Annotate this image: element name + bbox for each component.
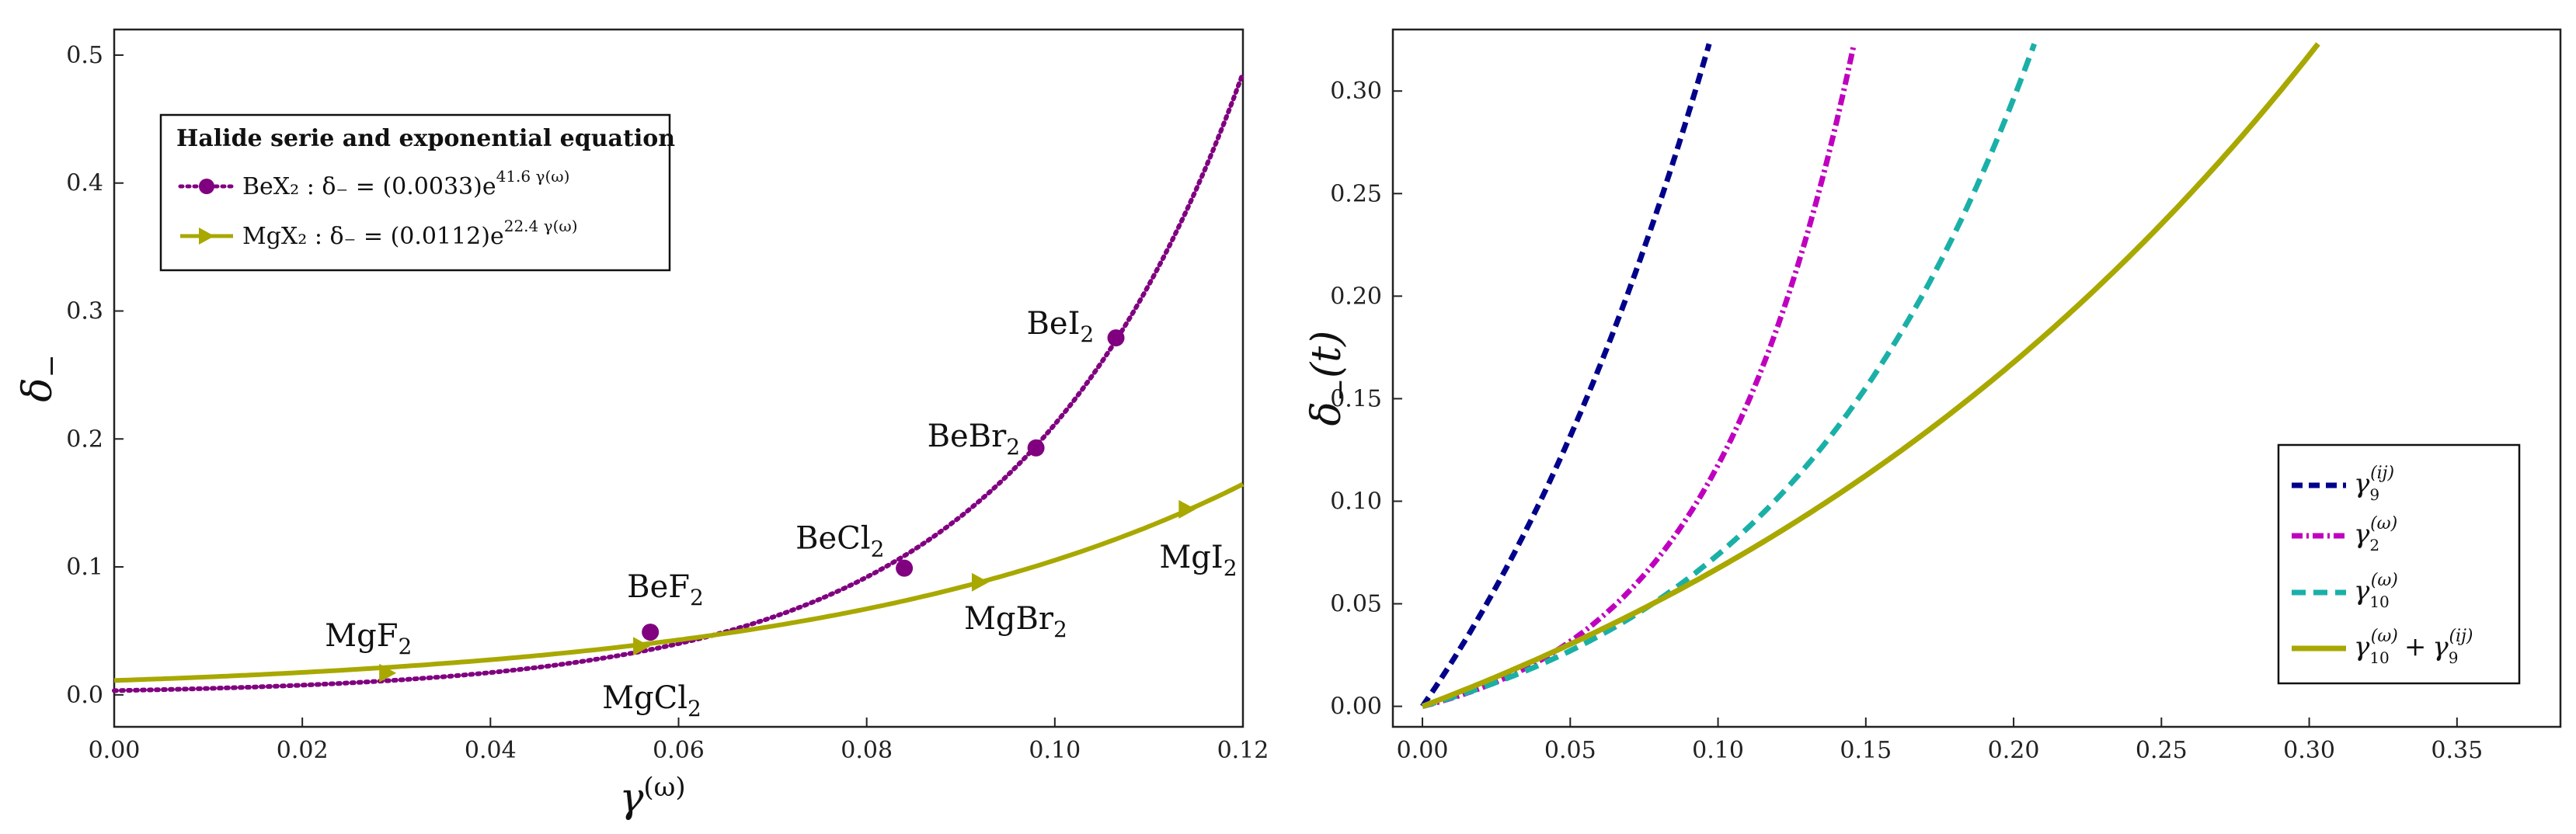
y-tick-label: 0.2	[66, 426, 103, 453]
y-tick-label: 0.25	[1330, 180, 1382, 207]
x-tick-label: 0.08	[841, 737, 893, 764]
y-axis-ticks: 0.0 0.1 0.2 0.3 0.4 0.5	[66, 42, 124, 709]
point-label: MgI2	[1159, 540, 1237, 581]
y-axis-title: δ−(t)	[1304, 331, 1356, 426]
legend-marker-be	[199, 179, 214, 194]
plot-frame	[1391, 28, 2562, 728]
point-marker	[642, 624, 660, 641]
y-tick-label: 0.15	[1330, 385, 1382, 412]
point-marker	[896, 559, 914, 577]
x-tick-label: 0.05	[1544, 737, 1596, 764]
x-axis-ticks: 0.00 0.02 0.04 0.06 0.08 0.10 0.12	[89, 718, 1269, 764]
x-tick-label: 0.20	[1988, 737, 2040, 764]
y-axis-ticks: 0.00 0.05 0.10 0.15 0.20 0.25 0.30	[1330, 78, 1402, 721]
point-marker	[1107, 329, 1125, 347]
x-tick-label: 0.02	[277, 737, 329, 764]
series-group	[112, 71, 1245, 693]
series-bex2-curve	[112, 71, 1245, 693]
legend-box	[159, 113, 671, 272]
series-gamma10-omega	[1422, 43, 2037, 709]
point-label: MgBr2	[964, 601, 1067, 642]
x-tick-label: 0.15	[1840, 737, 1892, 764]
chart-gamma-curves: 0.00 0.05 0.10 0.15 0.20 0.25 0.30 0.35 0.000.0…	[1304, 28, 2562, 764]
y-tick-label: 0.30	[1330, 78, 1382, 105]
series-group	[1420, 42, 2320, 709]
y-tick-label: 0.20	[1330, 283, 1382, 310]
point-marker	[633, 637, 651, 656]
y-tick-label: 0.00	[1330, 693, 1382, 721]
legend: Halide serie and exponential equation Be…	[159, 113, 675, 272]
x-tick-label: 0.12	[1217, 737, 1269, 764]
x-axis-ticks: 0.00 0.05 0.10 0.15 0.20 0.25 0.30 0.35	[1397, 718, 2483, 764]
point-label: BeF2	[627, 569, 704, 610]
y-tick-label: 0.3	[66, 297, 103, 325]
series-gamma10-plus-gamma9	[1421, 42, 2320, 709]
points-group: BeF2 BeCl2 BeBr2 BeI2 MgF2 MgCl2 MgBr2 MgI2	[325, 306, 1237, 721]
point-label: BeI2	[1027, 306, 1095, 347]
series-mgx2-curve	[113, 481, 1244, 683]
y-tick-label: 0.1	[66, 554, 103, 581]
x-tick-label: 0.00	[1397, 737, 1449, 764]
y-tick-label: 0.4	[66, 170, 103, 197]
point-label: BeCl2	[795, 521, 884, 562]
legend-title: Halide serie and exponential equation	[176, 125, 675, 152]
chart-halide-series: 0.00 0.02 0.04 0.06 0.08 0.10 0.12 0.00.10.20.…	[15, 28, 1269, 822]
x-tick-label: 0.35	[2431, 737, 2483, 764]
legend-entry-mg: MgX₂ : δ₋ = (0.0112)e22.4 γ(ω)	[242, 217, 578, 250]
point-marker	[1178, 499, 1196, 519]
point-label: MgF2	[325, 618, 412, 659]
legend-entry-g10: γ10(ω)	[2354, 571, 2398, 611]
x-tick-label: 0.06	[653, 737, 705, 764]
y-tick-label: 0.5	[66, 42, 103, 69]
point-marker	[971, 572, 989, 592]
legend-entry-be: BeX₂ : δ₋ = (0.0033)e41.6 γ(ω)	[242, 167, 569, 200]
x-tick-label: 0.10	[1029, 737, 1081, 764]
x-tick-label: 0.25	[2136, 737, 2188, 764]
point-label: MgCl2	[602, 680, 701, 721]
series-gamma9-ij	[1420, 43, 1712, 708]
legend: γ9(ij) γ2(ω) γ10(ω) γ10(ω) + γ9(ij)	[2277, 443, 2521, 685]
y-tick-label: 0.0	[66, 682, 103, 709]
x-tick-label: 0.10	[1692, 737, 1744, 764]
legend-entry-g2: γ2(ω)	[2354, 514, 2397, 554]
x-tick-label: 0.04	[465, 737, 517, 764]
series-gamma2-omega	[1422, 43, 1857, 709]
legend-entry-combo: γ10(ω) + γ9(ij)	[2354, 627, 2473, 667]
legend-marker-mg	[199, 228, 214, 245]
legend-entry-g9: γ9(ij)	[2354, 464, 2394, 504]
y-tick-label: 0.05	[1330, 591, 1382, 618]
point-marker	[379, 663, 397, 683]
y-axis-title: δ−	[15, 354, 68, 401]
x-tick-label: 0.00	[89, 737, 141, 764]
x-axis-title: γ(ω)	[619, 772, 685, 822]
point-label: BeBr2	[928, 419, 1020, 460]
point-marker	[1027, 439, 1045, 457]
x-tick-label: 0.30	[2283, 737, 2335, 764]
y-tick-label: 0.10	[1330, 488, 1382, 515]
